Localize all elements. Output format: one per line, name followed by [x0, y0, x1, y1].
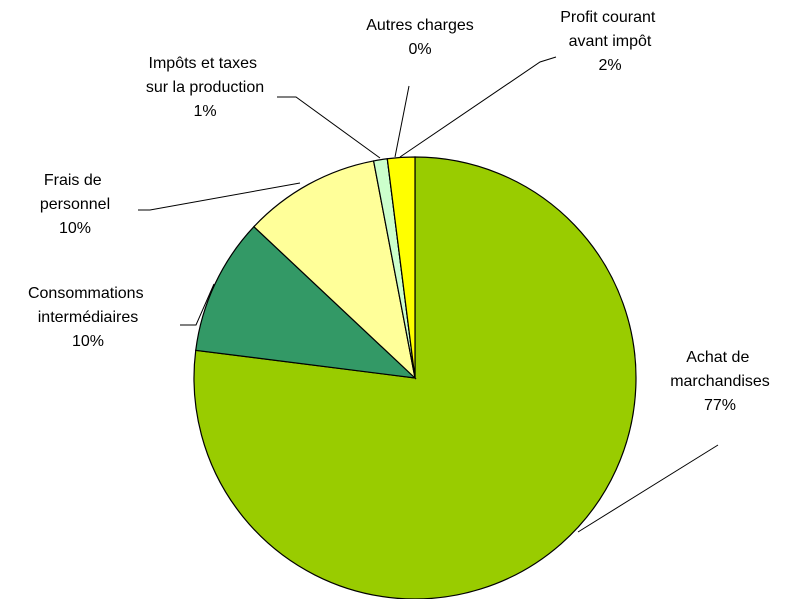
leader-line — [180, 283, 215, 326]
leader-line — [399, 56, 557, 158]
pie-slice — [253, 160, 416, 380]
slice-label: Frais de personnel — [40, 172, 110, 213]
slice-label: Profit courant avant impôt — [560, 9, 660, 50]
slice-label: Consommations intermédiaires — [28, 285, 148, 326]
leader-line — [394, 85, 410, 158]
leader-line — [577, 444, 719, 533]
slice-label: Impôts et taxes sur la production — [146, 55, 264, 96]
slice-label: Achat de marchandises — [670, 349, 770, 390]
slice-value-label: 1% — [193, 103, 216, 120]
slice-value-label: 10% — [59, 220, 91, 237]
slice-value-label: 77% — [704, 397, 736, 414]
pie-slice — [195, 225, 417, 379]
slice-label: Autres charges — [366, 17, 474, 34]
slice-value-label: 2% — [598, 57, 621, 74]
leader-line — [138, 182, 301, 211]
slice-value-label: 10% — [72, 333, 104, 350]
leader-line — [277, 96, 381, 159]
slice-value-label: 0% — [408, 41, 431, 58]
pie-slice — [386, 156, 416, 379]
